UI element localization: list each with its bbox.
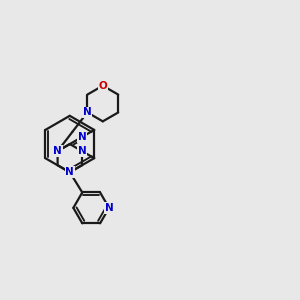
Text: N: N [83, 107, 92, 117]
Text: N: N [105, 203, 113, 213]
Text: N: N [78, 146, 86, 156]
Text: N: N [78, 132, 86, 142]
Text: N: N [53, 146, 62, 156]
Text: O: O [98, 81, 107, 91]
Text: N: N [65, 167, 74, 177]
